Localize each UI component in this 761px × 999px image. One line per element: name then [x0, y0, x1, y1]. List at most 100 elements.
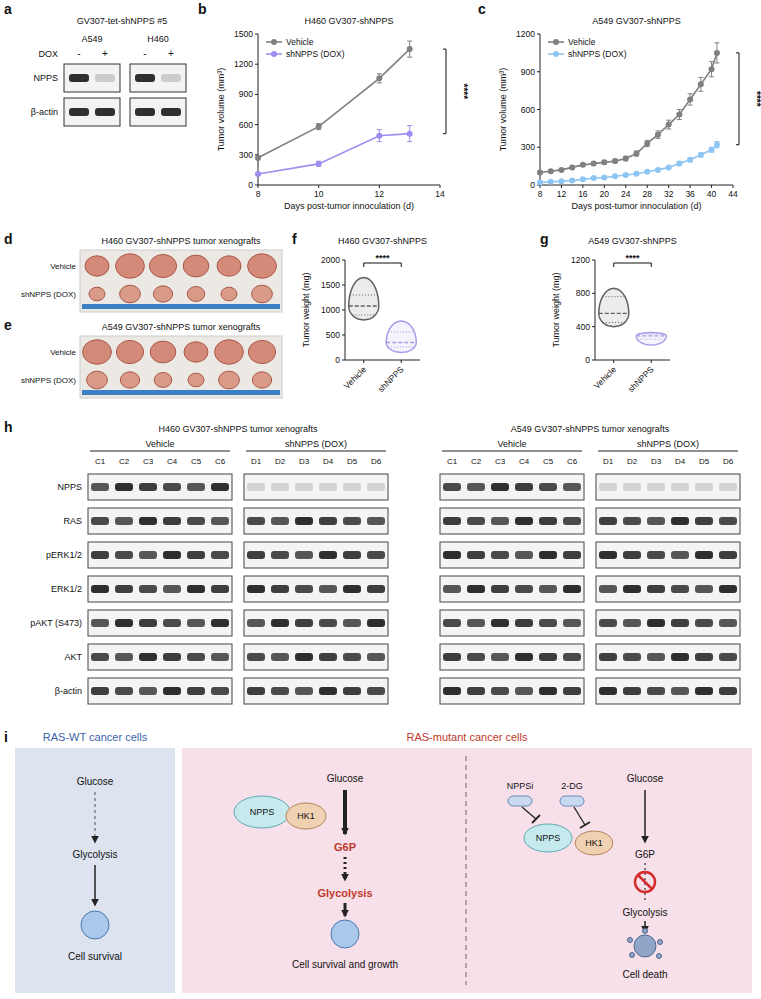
- blot-band: [599, 687, 617, 695]
- lane-label: C2: [119, 457, 130, 466]
- error-bar: [377, 74, 382, 83]
- significance-bracket: [443, 49, 446, 134]
- y-tick: [537, 147, 540, 148]
- tumor: [149, 254, 176, 277]
- marker: [376, 75, 382, 81]
- blot-band: [135, 74, 155, 82]
- plot-area: [599, 288, 667, 345]
- blot-frame: [244, 678, 388, 704]
- block-sign: [635, 872, 655, 892]
- marker: [591, 175, 597, 181]
- chart-title: H460 GV307-shNPPS: [338, 236, 427, 246]
- marker: [569, 178, 575, 184]
- label: NPPS: [536, 833, 561, 843]
- blot-band: [719, 483, 737, 491]
- violin-median: [599, 313, 629, 314]
- blot-band: [163, 585, 181, 593]
- group-label: Vehicle: [497, 439, 526, 449]
- blot-band: [647, 653, 665, 661]
- group-label: shNPPS (DOX): [285, 439, 347, 449]
- blot-band: [115, 517, 133, 525]
- blot-band: [187, 585, 205, 593]
- error-bar: [634, 151, 639, 156]
- blot-band: [467, 517, 485, 525]
- treatment: DOX: [38, 49, 58, 59]
- tumor: [153, 286, 172, 302]
- row-label: shNPPS (DOX): [21, 290, 76, 299]
- blot-band: [319, 483, 337, 491]
- row-label: RAS: [63, 516, 82, 526]
- blot-band: [139, 585, 157, 593]
- marker: [655, 167, 661, 173]
- blot-band: [91, 585, 109, 593]
- blot-band: [115, 653, 133, 661]
- tumor: [252, 285, 273, 303]
- error-bar: [698, 153, 703, 158]
- label: HK1: [297, 811, 315, 821]
- label: NPPSi: [507, 781, 534, 791]
- significance-bracket: [736, 53, 739, 145]
- blot-band: [467, 619, 485, 627]
- blot-frame: [440, 644, 584, 670]
- blot-band: [343, 585, 361, 593]
- lane-label: C5: [191, 457, 202, 466]
- blot-frame: [440, 542, 584, 568]
- label: Cell death: [622, 969, 667, 980]
- lane-label: D6: [371, 457, 382, 466]
- blot-band: [467, 687, 485, 695]
- error-bar: [316, 124, 321, 130]
- marker: [714, 142, 720, 148]
- x-tick: [668, 185, 669, 188]
- y-tick-label: 1500: [321, 280, 340, 290]
- y-tick-label: 0: [335, 355, 340, 365]
- x-axis-title: Days post-tumor innoculation (d): [284, 201, 414, 211]
- marker: [623, 156, 629, 162]
- error-bar: [316, 161, 321, 166]
- blot-band: [91, 483, 109, 491]
- blot-band: [515, 585, 533, 593]
- blot-band: [343, 483, 361, 491]
- label: Cell survival: [68, 951, 122, 962]
- blot-band: [599, 619, 617, 627]
- x-tick-label: 44: [728, 189, 738, 199]
- dying-cell: [634, 935, 656, 957]
- x-tick-label: 12: [375, 189, 385, 199]
- blot-band: [467, 585, 485, 593]
- x-tick: [379, 185, 380, 188]
- blot-band: [295, 653, 313, 661]
- lane-label: D4: [323, 457, 334, 466]
- photo: [80, 250, 282, 312]
- x-axis: [345, 360, 420, 361]
- blot-band: [139, 687, 157, 695]
- marker: [644, 169, 650, 175]
- blot-band: [467, 653, 485, 661]
- label: Cell survival and growth: [292, 959, 398, 970]
- blot-band: [491, 551, 509, 559]
- x-tick: [711, 185, 712, 188]
- blot-band: [515, 687, 533, 695]
- arrow: [94, 865, 96, 905]
- tumor: [183, 255, 209, 277]
- lane-label: C3: [143, 457, 154, 466]
- tumor: [120, 372, 139, 388]
- blot-frame: [88, 474, 232, 500]
- blot-band: [319, 585, 337, 593]
- blot-band: [91, 551, 109, 559]
- y-tick-label: 0: [248, 180, 253, 190]
- y-tick: [592, 293, 595, 294]
- blot-band: [295, 687, 313, 695]
- blot-band: [135, 108, 155, 116]
- error-bar: [256, 156, 261, 160]
- blot-frame: [88, 610, 232, 636]
- arrow: [344, 857, 347, 880]
- series-line: [258, 49, 410, 158]
- y-tick: [342, 310, 345, 311]
- blot-band: [343, 619, 361, 627]
- lane-label: D1: [603, 457, 614, 466]
- marker: [558, 178, 564, 184]
- marker: [634, 151, 640, 157]
- cell: [81, 911, 109, 939]
- blot-band: [695, 687, 713, 695]
- lane-label: C1: [447, 457, 458, 466]
- marker: [537, 169, 543, 175]
